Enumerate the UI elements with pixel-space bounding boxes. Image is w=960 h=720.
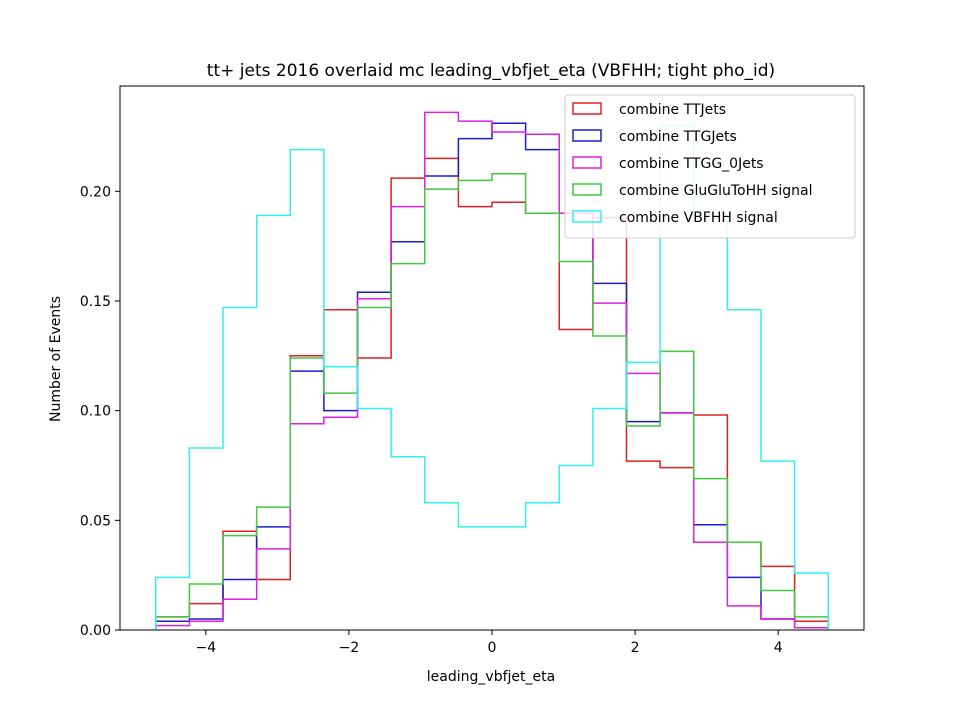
legend-label-0: combine TTJets: [619, 102, 726, 118]
y-tick-label: 0.15: [80, 294, 111, 310]
legend-box: [564, 94, 856, 239]
series-line-2: [155, 111, 829, 630]
plot-area: −4 −2 0 2 4 0.00 0.05 0.10 0.15 0.20: [80, 85, 865, 656]
x-tick-label: −4: [196, 640, 217, 656]
y-tick-label: 0.10: [80, 404, 111, 420]
legend: combine TTJets combine TTGJets combine TTG…: [564, 94, 856, 239]
chart-title: tt+ jets 2016 overlaid mc leading_vbfjet…: [207, 61, 775, 81]
legend-swatch-4: [572, 210, 602, 223]
x-tick-label: 4: [774, 640, 783, 656]
legend-swatch-3: [572, 183, 602, 196]
series-line-4: [155, 124, 829, 630]
legend-label-2: combine TTGG_0Jets: [619, 156, 764, 172]
legend-swatch-1: [572, 129, 602, 142]
legend-swatch-2: [572, 156, 602, 169]
x-axis-label: leading_vbfjet_eta: [427, 669, 555, 685]
x-tick-label: −2: [339, 640, 360, 656]
series-line-3: [155, 172, 829, 630]
y-tick-label: 0.05: [80, 513, 111, 529]
legend-label-4: combine VBFHH signal: [619, 210, 778, 226]
x-tick-label: 2: [631, 640, 640, 656]
x-tick-label: 0: [488, 640, 497, 656]
y-tick-label: 0.00: [80, 623, 111, 639]
legend-label-3: combine GluGluToHH signal: [619, 183, 813, 199]
legend-label-1: combine TTGJets: [619, 129, 737, 145]
legend-swatch-0: [572, 102, 602, 115]
y-axis-label: Number of Events: [48, 296, 64, 422]
y-tick-label: 0.20: [80, 184, 111, 200]
